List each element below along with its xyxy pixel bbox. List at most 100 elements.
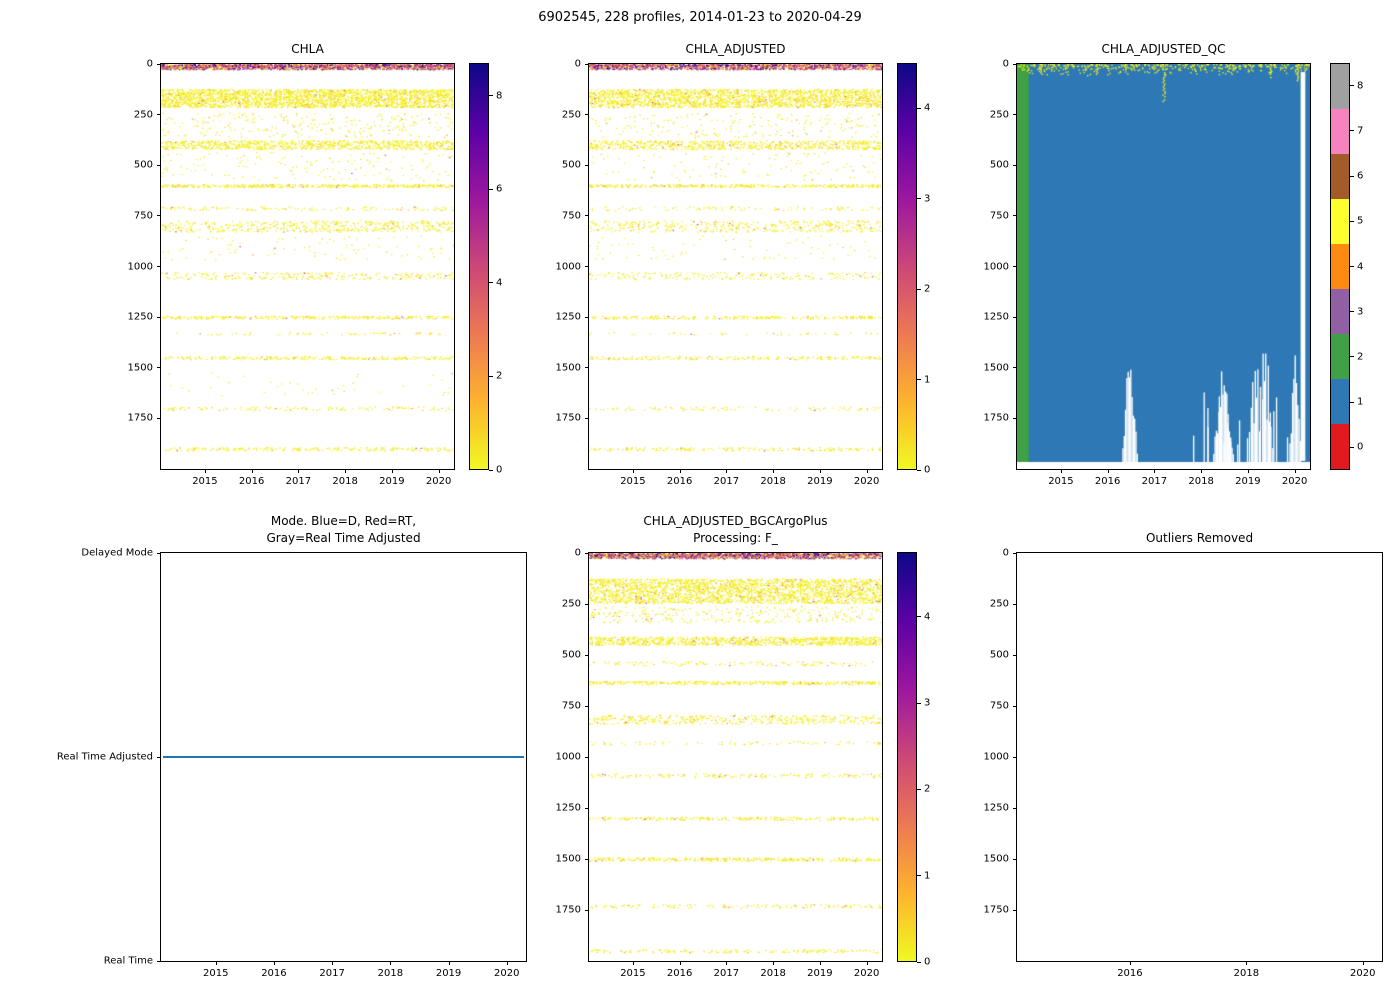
x-tick-mark bbox=[390, 961, 392, 965]
x-tick-label: 2020 bbox=[853, 968, 880, 979]
x-tick-mark bbox=[204, 469, 206, 473]
colorbar-tick-label: 4 bbox=[924, 611, 931, 623]
colorbar-tick-label: 4 bbox=[1357, 261, 1364, 272]
x-tick-label: 2015 bbox=[620, 476, 646, 487]
y-tick-label: 0 bbox=[146, 58, 153, 70]
y-tick-label: 750 bbox=[561, 700, 581, 712]
y-tick-label: 1750 bbox=[127, 412, 153, 424]
plot-title-chla: CHLA bbox=[291, 42, 324, 57]
colorbar-tick-mark bbox=[1350, 130, 1354, 132]
y-tick-label: 500 bbox=[989, 649, 1009, 661]
colorbar-qc-flags: 0 1 2 3 4 5 6 7 8 bbox=[1330, 63, 1363, 470]
colorbar-tick-label: 2 bbox=[924, 283, 931, 295]
colorbar-tick-mark bbox=[489, 282, 493, 284]
y-tick-label: 1000 bbox=[555, 751, 581, 763]
x-tick-label: 2015 bbox=[620, 968, 646, 979]
x-tick-label: 2019 bbox=[807, 476, 833, 487]
plot-title-bgc: CHLA_ADJUSTED_BGCArgoPlus Processing: F_ bbox=[589, 513, 882, 547]
colorbar-tick-mark bbox=[1350, 85, 1354, 87]
y-tick-label: 1750 bbox=[983, 904, 1009, 916]
y-tick-label: 500 bbox=[989, 159, 1009, 171]
x-tick-label: 2020 bbox=[425, 476, 452, 487]
x-tick-label: 2015 bbox=[192, 476, 218, 487]
subplot-chla-adjusted: CHLA_ADJUSTED 2015 2016 2017 2018 2019 2020 0 2… bbox=[556, 42, 883, 487]
y-tick-label: 1750 bbox=[555, 904, 581, 916]
plot-title-chla-adjusted-qc: CHLA_ADJUSTED_QC bbox=[1101, 42, 1226, 57]
y-tick-label: 1500 bbox=[127, 362, 153, 374]
x-tick-mark bbox=[1246, 961, 1248, 965]
x-tick-label: 2016 bbox=[238, 476, 265, 487]
y-tick-label: 750 bbox=[133, 210, 153, 222]
y-tick-label: 750 bbox=[561, 210, 581, 222]
y-tick-mark bbox=[157, 552, 161, 554]
x-tick-mark bbox=[1247, 469, 1249, 473]
x-tick-label: 2017 bbox=[1141, 476, 1168, 487]
y-tick-label: 1750 bbox=[555, 412, 581, 424]
plot-title-chla-adjusted: CHLA_ADJUSTED bbox=[685, 42, 786, 57]
y-tick-label: 0 bbox=[574, 547, 581, 559]
y-tick-label: 0 bbox=[1002, 58, 1009, 70]
x-tick-mark bbox=[773, 961, 775, 965]
y-tick-label: 1750 bbox=[983, 412, 1009, 424]
y-tick-label: 750 bbox=[989, 700, 1009, 712]
x-tick-mark bbox=[332, 961, 334, 965]
chla-adjusted-heatmap-canvas bbox=[589, 64, 882, 469]
x-tick-mark bbox=[632, 469, 634, 473]
figure-suptitle: 6902545, 228 profiles, 2014-01-23 to 202… bbox=[538, 10, 862, 25]
y-tick-mark bbox=[1013, 705, 1017, 707]
y-tick-label: 250 bbox=[989, 109, 1009, 121]
colorbar-tick-label: 1 bbox=[924, 374, 931, 386]
y-tick-mark bbox=[157, 63, 161, 65]
bgc-heatmap-canvas bbox=[589, 553, 882, 961]
x-tick-label: 2019 bbox=[379, 476, 405, 487]
y-tick-label: 1250 bbox=[555, 311, 581, 323]
y-tick-mark bbox=[585, 63, 589, 65]
x-tick-mark bbox=[679, 961, 681, 965]
colorbar-tick-label: 0 bbox=[1357, 441, 1364, 453]
y-tick-mark bbox=[585, 909, 589, 911]
y-tick-mark bbox=[585, 417, 589, 419]
colorbar-tick-label: 5 bbox=[1357, 215, 1364, 227]
x-tick-label: 2018 bbox=[332, 476, 358, 487]
y-tick-mark bbox=[585, 756, 589, 758]
colorbar-tick-label: 2 bbox=[496, 370, 503, 382]
y-tick-mark bbox=[585, 215, 589, 217]
y-tick-label: 1250 bbox=[555, 802, 581, 814]
colorbar-tick-label: 8 bbox=[496, 90, 503, 102]
y-tick-mark bbox=[585, 266, 589, 267]
y-tick-mark bbox=[157, 266, 161, 267]
colorbar-tick-mark bbox=[1350, 266, 1354, 267]
colorbar-gradient bbox=[1330, 63, 1350, 470]
colorbar-tick-mark bbox=[917, 961, 921, 963]
y-tick-mark bbox=[1013, 63, 1017, 65]
subplot-bgc-argo-plus: CHLA_ADJUSTED_BGCArgoPlus Processing: F_… bbox=[556, 514, 883, 979]
subplot-chla-adjusted-qc: CHLA_ADJUSTED_QC 2015 2016 2017 2018 2019 202… bbox=[984, 42, 1311, 487]
colorbar-tick-mark bbox=[489, 375, 493, 377]
x-tick-label: 2017 bbox=[319, 968, 345, 979]
y-tick-mark bbox=[585, 705, 589, 707]
y-tick-mark bbox=[585, 858, 589, 860]
x-tick-label: 2016 bbox=[1117, 968, 1143, 979]
y-tick-mark bbox=[1013, 316, 1017, 318]
y-tick-label: 750 bbox=[989, 210, 1009, 222]
y-tick-mark bbox=[1013, 909, 1017, 911]
colorbar-tick-label: 0 bbox=[924, 464, 931, 476]
x-tick-label: 2020 bbox=[1350, 968, 1376, 979]
colorbar-tick-label: 1 bbox=[1357, 396, 1364, 408]
x-tick-label: 2018 bbox=[1188, 476, 1214, 487]
colorbar-chla-adjusted: 0 1 2 3 4 bbox=[897, 63, 930, 476]
colorbar-tick-mark bbox=[1350, 220, 1354, 222]
colorbar-tick-mark bbox=[1350, 175, 1354, 177]
plot-title-bgc-line-2: Processing: F_ bbox=[693, 531, 778, 546]
colorbar-chla: 0 2 4 6 8 bbox=[469, 63, 502, 476]
subplot-mode: Mode. Blue=D, Red=RT, Gray=Real Time Adj… bbox=[57, 514, 527, 979]
y-tick-mark bbox=[1013, 858, 1017, 860]
y-tick-mark bbox=[585, 603, 589, 605]
plot-title-mode-line-2: Gray=Real Time Adjusted bbox=[266, 531, 421, 546]
subplot-chla: CHLA 2015 2016 2017 2018 2019 2020 0 250 500 750 1… bbox=[128, 42, 455, 487]
y-tick-label: 500 bbox=[561, 159, 581, 171]
x-tick-mark bbox=[773, 469, 775, 473]
colorbar-tick-label: 7 bbox=[1357, 125, 1364, 137]
colorbar-tick-label: 8 bbox=[1357, 80, 1364, 92]
x-tick-mark bbox=[506, 961, 508, 965]
